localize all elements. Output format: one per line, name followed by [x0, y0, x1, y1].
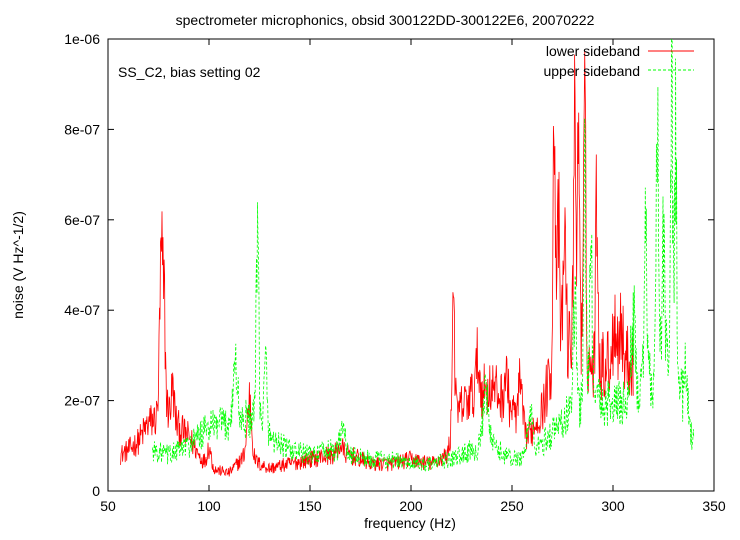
y-tick-label: 1e-06 [64, 31, 100, 47]
series-line-upper-sideband [152, 39, 695, 472]
y-tick-label: 8e-07 [64, 121, 100, 137]
y-tick-label: 6e-07 [64, 212, 100, 228]
x-tick-label: 100 [197, 498, 221, 514]
series-line-lower-sideband [119, 50, 634, 477]
x-tick-label: 250 [500, 498, 524, 514]
legend-label-upper-sideband: upper sideband [543, 63, 640, 79]
y-axis: 0 2e-07 4e-07 6e-07 8e-07 1e-06 [64, 31, 714, 499]
x-tick-label: 350 [702, 498, 726, 514]
x-tick-label: 200 [399, 498, 423, 514]
y-axis-label: noise (V Hz^-1/2) [10, 211, 26, 319]
plot-frame [107, 38, 715, 492]
y-tick-label: 4e-07 [64, 302, 100, 318]
chart-title: spectrometer microphonics, obsid 300122D… [176, 12, 595, 28]
legend: lower sideband upper sideband [543, 43, 694, 79]
plot-annotation: SS_C2, bias setting 02 [118, 64, 261, 80]
y-tick-label: 2e-07 [64, 393, 100, 409]
legend-label-lower-sideband: lower sideband [546, 43, 640, 59]
x-tick-label: 300 [601, 498, 625, 514]
series-layer [119, 39, 695, 477]
x-tick-label: 150 [298, 498, 322, 514]
x-axis-label: frequency (Hz) [364, 515, 456, 531]
y-tick-label: 0 [92, 483, 100, 499]
x-axis: 50 100 150 200 250 300 350 [100, 39, 726, 514]
x-tick-label: 50 [100, 498, 116, 514]
